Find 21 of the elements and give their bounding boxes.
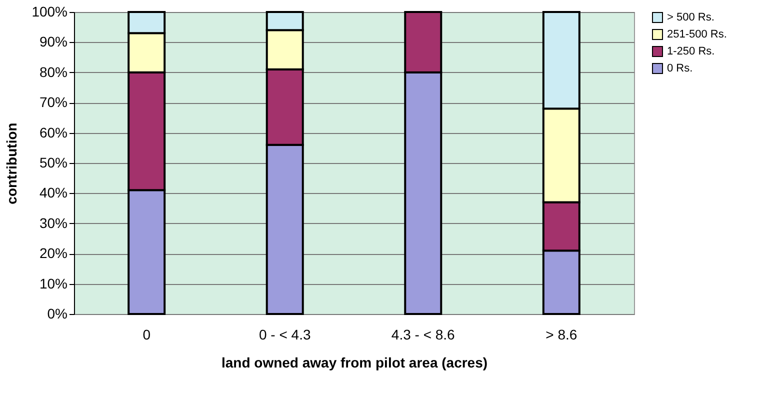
y-tick-label: 20% — [39, 245, 68, 262]
legend-label: 251-500 Rs. — [667, 28, 727, 40]
x-axis-title: land owned away from pilot area (acres) — [221, 354, 488, 370]
legend-label: > 500 Rs. — [667, 12, 714, 24]
x-tick-label: 0 - < 4.3 — [258, 326, 311, 342]
x-tick-label: 4.3 - < 8.6 — [391, 326, 456, 342]
y-tick-label: 60% — [39, 124, 68, 140]
x-tick-label: > 8.6 — [546, 326, 578, 342]
y-tick-label: 0% — [47, 306, 68, 322]
y-tick-label: 30% — [39, 214, 68, 231]
y-tick-label: 80% — [39, 64, 68, 80]
y-tick-label: 40% — [39, 184, 68, 201]
legend-label: 0 Rs. — [667, 62, 693, 74]
y-tick-label: 70% — [39, 94, 68, 110]
x-tick-label: 0 — [142, 326, 151, 342]
y-tick-label: 10% — [39, 275, 68, 292]
y-tick-label: 100% — [32, 4, 68, 20]
y-tick-label: 50% — [39, 154, 68, 170]
legend-label: 1-250 Rs. — [667, 46, 715, 58]
y-tick-label: 90% — [39, 34, 68, 50]
y-axis-title: contribution — [4, 122, 20, 204]
